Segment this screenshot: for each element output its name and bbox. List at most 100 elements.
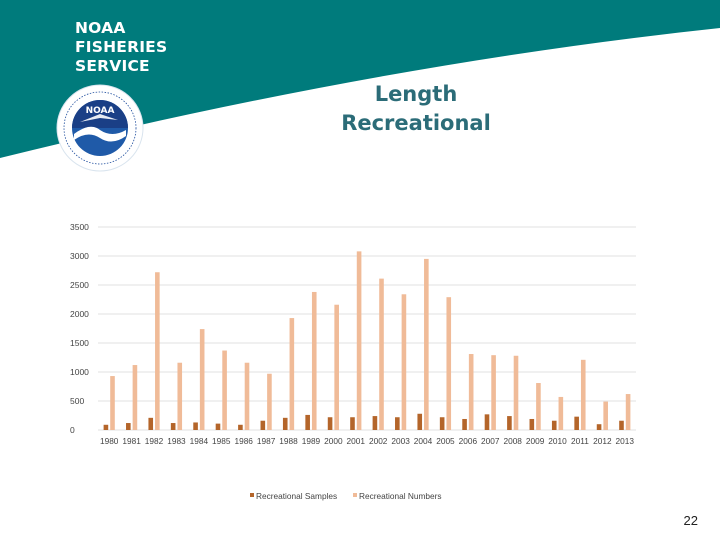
bar-samples-2003 [395,417,400,430]
bar-samples-2004 [417,413,423,430]
bar-numbers-2008 [513,355,519,430]
legend-label-1: Recreational Numbers [359,491,442,501]
legend-swatch-1 [353,493,357,497]
brand-line-service: SERVICE [75,57,150,75]
x-tick-label: 1982 [145,436,164,446]
x-tick-label: 1985 [212,436,231,446]
bar-numbers-1982 [155,272,160,430]
bar-samples-1983 [170,423,176,430]
grid-lines [98,226,636,431]
bars [103,251,631,430]
x-axis-ticks: 1980 1981 1982 1983 1984 1985 1986 1987 1988 1989… [100,436,634,446]
legend: Recreational Samples Recreational Numbers [250,491,442,501]
bar-numbers-1980 [110,376,115,430]
bar-samples-2006 [462,418,467,430]
bar-numbers-2011 [580,359,586,430]
legend-label-0: Recreational Samples [256,491,337,501]
x-tick-label: 1980 [100,436,119,446]
slide-title-line-1: Length [374,82,458,106]
y-tick-label: 1000 [70,367,89,377]
x-tick-label: 2007 [481,436,500,446]
x-tick-label: 2002 [369,436,388,446]
y-tick-label: 1500 [70,338,89,348]
slide-title: Length Recreational [300,80,532,138]
x-tick-label: 2009 [526,436,545,446]
y-tick-label: 2500 [70,280,89,290]
bar-numbers-1986 [244,362,250,430]
bar-samples-2011 [574,416,579,430]
bar-numbers-2004 [424,258,429,430]
header-band [0,0,720,158]
bar-numbers-2007 [491,355,496,430]
x-tick-label: 1986 [234,436,253,446]
y-tick-label: 3000 [70,251,89,261]
bar-samples-1981 [126,423,131,430]
bar-samples-1988 [282,417,288,430]
bar-samples-2005 [439,417,445,430]
bar-numbers-1985 [222,350,227,430]
x-tick-label: 2003 [391,436,410,446]
bar-numbers-2010 [558,396,564,430]
bar-numbers-2012 [603,401,608,430]
x-tick-label: 2008 [503,436,522,446]
page-number: 22 [683,513,698,528]
y-tick-label: 0 [70,425,75,435]
x-tick-label: 1984 [190,436,209,446]
x-tick-label: 2000 [324,436,343,446]
bar-numbers-2002 [379,278,384,430]
slide-title-line-2: Recreational [341,111,491,135]
bar-numbers-1988 [289,318,295,430]
bar-samples-2009 [529,418,535,430]
x-tick-label: 2013 [616,436,635,446]
x-tick-label: 1981 [122,436,141,446]
bar-samples-1986 [238,424,243,430]
bar-numbers-2009 [536,383,541,430]
bar-samples-1987 [260,420,266,430]
bar-samples-2002 [372,416,378,430]
bar-numbers-2005 [446,297,452,430]
bar-numbers-1989 [311,291,317,430]
bar-samples-1989 [305,414,310,430]
brand-line-fisheries: FISHERIES [75,38,168,56]
bar-samples-1984 [193,422,198,430]
noaa-logo-icon: NOAA [56,84,144,172]
bar-samples-2010 [551,420,557,430]
bar-numbers-1983 [177,362,183,430]
bar-samples-2008 [507,416,512,430]
brand-line-noaa: NOAA [75,19,126,37]
bar-numbers-2003 [401,294,407,430]
bar-samples-1985 [215,423,221,430]
bar-numbers-2013 [625,394,631,430]
x-tick-label: 2001 [347,436,366,446]
bar-samples-2007 [484,414,490,430]
y-tick-label: 3500 [70,222,89,232]
legend-swatch-0 [250,493,254,497]
bar-samples-1982 [148,417,154,430]
x-tick-label: 1989 [302,436,321,446]
x-tick-label: 1988 [279,436,298,446]
y-axis-ticks: 0 500 1000 1500 2000 2500 3000 3500 [70,222,89,435]
bar-numbers-1984 [199,329,205,430]
y-tick-label: 500 [70,396,84,406]
x-tick-label: 1983 [167,436,186,446]
bar-numbers-2006 [468,354,474,430]
x-tick-label: 2010 [548,436,567,446]
bar-numbers-1981 [132,365,138,430]
svg-text:NOAA: NOAA [86,106,115,116]
x-tick-label: 2011 [571,436,589,446]
bar-numbers-1987 [267,373,272,430]
y-tick-label: 2000 [70,309,89,319]
x-tick-label: 2005 [436,436,455,446]
bar-samples-2012 [596,424,602,430]
x-tick-label: 2006 [459,436,478,446]
bar-numbers-2001 [356,251,362,430]
bar-samples-1980 [103,424,109,430]
x-tick-label: 1987 [257,436,276,446]
bar-samples-2001 [350,417,355,430]
bar-samples-2000 [327,417,333,430]
bar-numbers-2000 [334,304,339,430]
bar-samples-2013 [619,420,624,430]
x-tick-label: 2012 [593,436,612,446]
x-tick-label: 2004 [414,436,433,446]
